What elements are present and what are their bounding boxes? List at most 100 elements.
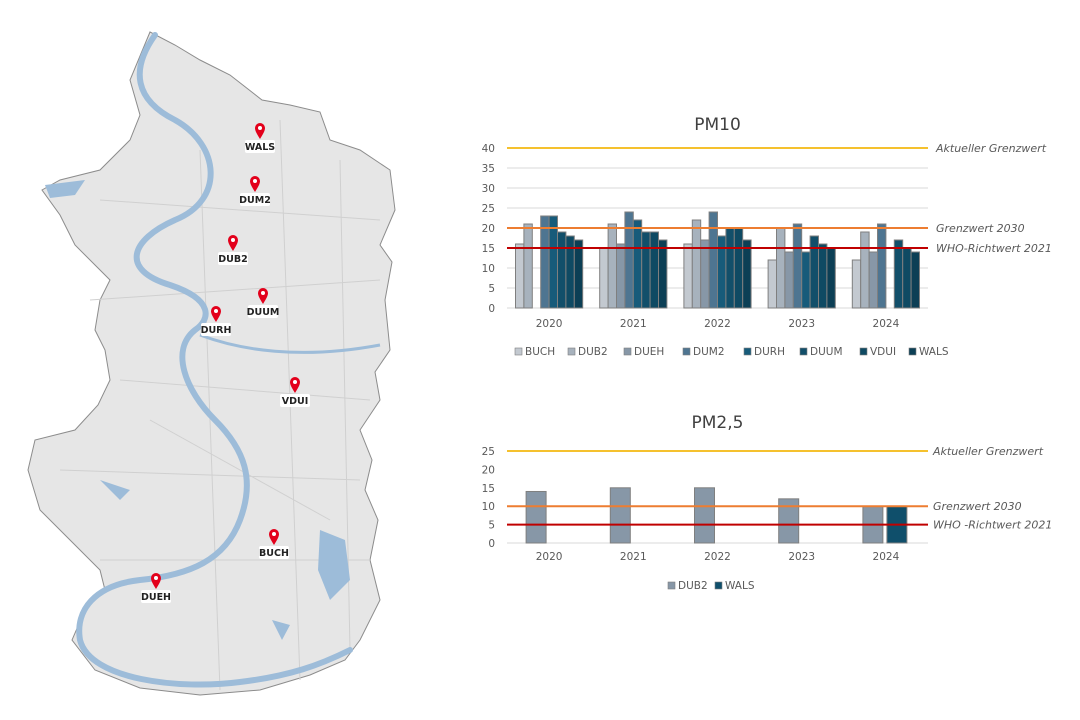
y-tick-label: 5 xyxy=(488,520,495,532)
bar-wals-2020 xyxy=(573,239,584,309)
legend-swatch xyxy=(908,347,917,356)
x-tick-label: 2022 xyxy=(704,318,731,330)
y-tick-label: 5 xyxy=(488,283,495,295)
bar-buch-2024 xyxy=(851,259,862,309)
bar-buch-2021 xyxy=(599,247,609,309)
station-label: BUCH xyxy=(259,548,289,559)
x-tick-label: 2024 xyxy=(873,318,900,330)
reference-line-label: WHO -Richtwert 2021 xyxy=(933,519,1052,532)
x-tick-label: 2023 xyxy=(788,318,815,330)
x-tick-label: 2021 xyxy=(620,551,647,563)
station-marker-dub2[interactable]: DUB2 xyxy=(218,235,248,265)
station-label: DUB2 xyxy=(218,254,247,265)
label-bg xyxy=(245,140,275,153)
x-tick-label: 2020 xyxy=(536,551,563,563)
legend-swatch xyxy=(623,347,632,356)
x-tick-label: 2023 xyxy=(788,551,815,563)
reference-line-label: Grenzwert 2030 xyxy=(936,222,1025,235)
bar-wals-2023 xyxy=(826,247,836,309)
y-tick-label: 10 xyxy=(482,263,495,275)
bar-duum-2024 xyxy=(893,239,904,309)
pin-dot xyxy=(231,238,235,242)
y-tick-label: 25 xyxy=(482,446,495,458)
station-marker-durh[interactable]: DURH xyxy=(201,306,232,336)
station-label: DUM2 xyxy=(239,195,271,206)
legend-label: VDUI xyxy=(870,346,896,358)
x-tick-label: 2021 xyxy=(620,318,647,330)
bar-dueh-2023 xyxy=(784,251,794,309)
chart-title: PM2,5 xyxy=(692,413,744,433)
y-tick-label: 10 xyxy=(482,501,495,513)
station-label: VDUI xyxy=(282,396,309,407)
bar-wals-2021 xyxy=(658,239,668,309)
y-tick-label: 20 xyxy=(482,464,495,476)
bar-dueh-2024 xyxy=(868,251,878,309)
bar-dueh-2022 xyxy=(700,239,710,309)
station-label: DUEH xyxy=(141,592,171,603)
y-tick-label: 15 xyxy=(482,243,495,255)
station-marker-vdui[interactable]: VDUI xyxy=(280,377,310,407)
bar-dub2-2023 xyxy=(778,498,800,544)
bar-duum-2021 xyxy=(641,231,651,309)
legend-swatch xyxy=(567,347,576,356)
bar-duum-2020 xyxy=(557,231,567,309)
bar-dub2-2022 xyxy=(694,487,715,544)
pin-dot xyxy=(261,291,265,295)
station-marker-duum[interactable]: DUUM xyxy=(247,288,280,318)
reference-line-label: WHO-Richtwert 2021 xyxy=(936,242,1052,255)
map-pin-icon xyxy=(211,306,221,322)
bar-durh-2021 xyxy=(632,219,643,309)
bar-wals-2024 xyxy=(910,251,920,309)
chart-0: PM10 0 5 10 15 20 25 30 35 40 2020 2021 2022 2023 2024… xyxy=(482,115,1052,358)
city-area xyxy=(27,31,396,696)
bar-duum-2023 xyxy=(809,235,819,309)
y-tick-label: 40 xyxy=(482,143,495,155)
legend-label: DUUM xyxy=(810,346,843,358)
legend-swatch xyxy=(514,347,523,356)
legend-item-duum: DUUM xyxy=(799,346,843,358)
lakes xyxy=(45,180,350,640)
bar-dub2-2020 xyxy=(523,223,533,309)
bar-dueh-2021 xyxy=(616,243,626,309)
y-tick-label: 30 xyxy=(482,183,495,195)
station-marker-wals[interactable]: WALS xyxy=(245,123,275,153)
bar-duum-2022 xyxy=(725,227,735,309)
map-pin-icon xyxy=(151,573,161,589)
bar-dub2-2023 xyxy=(776,227,786,309)
map-pin-icon xyxy=(228,235,238,251)
y-tick-label: 0 xyxy=(488,303,495,315)
bar-durh-2023 xyxy=(801,251,811,309)
map-pin-icon xyxy=(250,176,260,192)
station-label: DURH xyxy=(201,325,232,336)
legend-swatch xyxy=(682,347,691,356)
station-marker-dum2[interactable]: DUM2 xyxy=(239,176,271,206)
pin-dot xyxy=(258,126,262,130)
map-pin-icon xyxy=(269,529,279,545)
bar-wals-2022 xyxy=(742,239,752,309)
label-bg xyxy=(259,546,289,559)
y-tick-label: 0 xyxy=(488,538,495,550)
legend-item-wals: WALS xyxy=(908,346,949,358)
bar-vdui-2021 xyxy=(649,231,659,309)
legend-swatch xyxy=(743,347,752,356)
label-bg xyxy=(280,394,310,407)
label-bg xyxy=(201,323,231,336)
y-tick-label: 25 xyxy=(482,203,495,215)
bar-dub2-2024 xyxy=(862,505,884,544)
station-label: WALS xyxy=(245,142,275,153)
bar-vdui-2024 xyxy=(902,247,912,309)
chart-1: PM2,5 0 5 10 15 20 25 2020 2021 2022 2023 2024 Aktue… xyxy=(482,413,1053,592)
bar-dub2-2022 xyxy=(691,219,702,309)
bar-dub2-2021 xyxy=(607,223,617,309)
legend-item-dum2: DUM2 xyxy=(682,346,725,358)
station-marker-buch[interactable]: BUCH xyxy=(259,529,289,559)
y-tick-label: 15 xyxy=(482,483,495,495)
y-tick-label: 35 xyxy=(482,163,495,175)
station-marker-dueh[interactable]: DUEH xyxy=(141,573,171,603)
legend-label: DUM2 xyxy=(693,346,725,358)
legend-item-vdui: VDUI xyxy=(859,346,896,358)
legend-swatch xyxy=(859,347,868,356)
legend-item-dub2: DUB2 xyxy=(567,346,608,358)
map-pin-icon xyxy=(290,377,300,393)
reference-line-label: Aktueller Grenzwert xyxy=(932,445,1044,458)
